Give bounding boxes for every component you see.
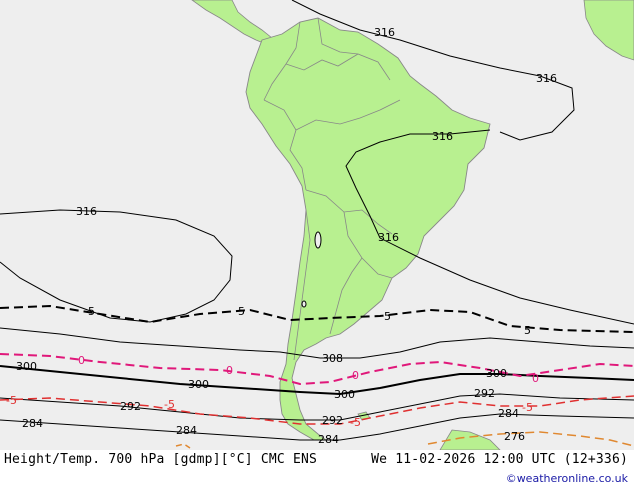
lake-small: [301, 300, 307, 308]
height-contours: [0, 0, 634, 441]
label-tm5-east: -5: [522, 401, 533, 414]
map-title: Height/Temp. 700 hPa [gdmp][°C] CMC ENS: [4, 452, 318, 467]
contour-316-mid: [345, 129, 491, 239]
label-t5-center: 5: [384, 310, 391, 323]
label-t5-east: 5: [524, 324, 531, 337]
label-284-center: 284: [318, 433, 339, 446]
label-t0-center: 0: [352, 369, 359, 382]
country-borders: [263, 17, 401, 361]
label-316-interior: 316: [378, 231, 399, 244]
label-t5-west: 5: [88, 305, 95, 318]
contour-316-inner: [379, 237, 634, 325]
label-tm5-mid: -5: [164, 398, 175, 411]
label-t0-east: 0: [532, 372, 539, 385]
temp-contour-minus5: [0, 395, 634, 425]
label-316-ne: 316: [536, 72, 557, 85]
antarctic-peninsula: [439, 429, 501, 450]
temp-labels: 5 5 5 5 0 0 0 0 -5 -5 -5 -5: [6, 305, 539, 429]
label-300-east: 300: [486, 367, 507, 380]
label-300-center: 300: [334, 388, 355, 401]
label-308: 308: [322, 352, 343, 365]
africa-landmass: [583, 0, 634, 61]
temp-contour-5: [0, 304, 634, 333]
label-t0-west: 0: [78, 354, 85, 367]
label-292-west: 292: [120, 400, 141, 413]
contour-292: [0, 393, 634, 421]
label-292-east: 292: [474, 387, 495, 400]
label-276: 276: [504, 430, 525, 443]
label-300-mid: 300: [188, 378, 209, 391]
label-t5-mid: 5: [238, 305, 245, 318]
label-300-west: 300: [16, 360, 37, 373]
credit-link[interactable]: ©weatheronline.co.uk: [505, 472, 628, 485]
map-canvas: 316 316 316 316 316 308 300 300 300 300 …: [0, 0, 634, 450]
contour-300: [0, 365, 634, 396]
contour-316-north: [291, 0, 575, 141]
label-292-center: 292: [322, 414, 343, 427]
label-284-east: 284: [498, 407, 519, 420]
label-316-west: 316: [76, 205, 97, 218]
south-america-landmass: [245, 17, 491, 441]
label-316-brazil: 316: [432, 130, 453, 143]
contour-labels: 316 316 316 316 316 308 300 300 300 300 …: [16, 26, 557, 446]
forecast-time: We 11-02-2026 12:00 UTC (12+336): [371, 452, 628, 467]
lake-titicaca: [314, 231, 322, 249]
contour-308: [0, 327, 634, 359]
contour-284: [0, 413, 634, 441]
temp-contour-0: [0, 353, 634, 386]
temp-contour-minus10-west: [175, 443, 191, 449]
label-tm5-center: -5: [350, 416, 361, 429]
label-tm5-west: -5: [6, 394, 17, 407]
label-316-north: 316: [374, 26, 395, 39]
temp-contour-minus10: [427, 431, 634, 447]
contour-316-west: [0, 209, 233, 323]
label-t0-mid: 0: [226, 364, 233, 377]
label-284-west: 284: [22, 417, 43, 430]
label-284-mid: 284: [176, 424, 197, 437]
